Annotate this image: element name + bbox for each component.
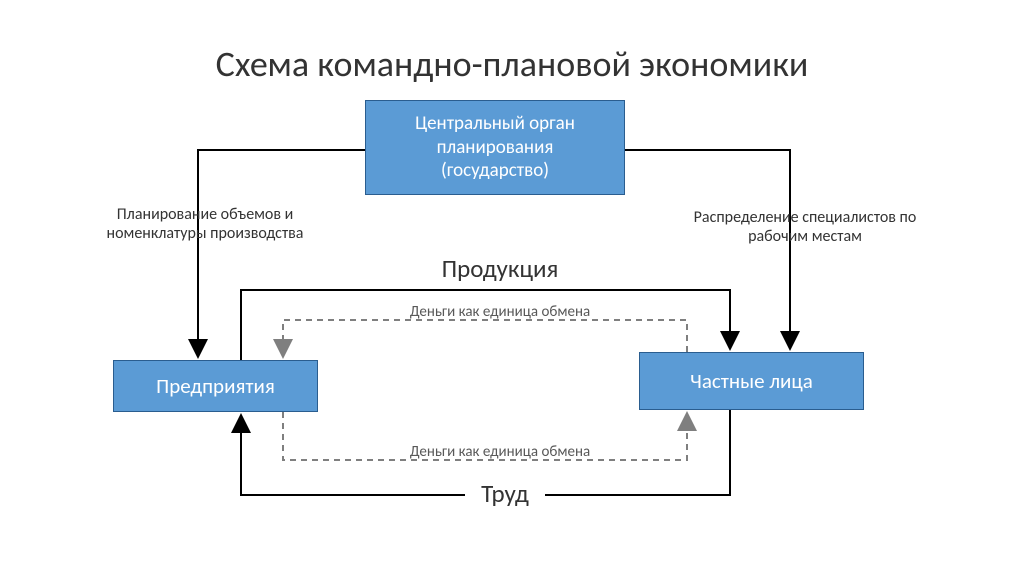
- label-labor: Труд: [465, 478, 545, 509]
- node-individuals: Частные лица: [639, 352, 864, 410]
- diagram-title: Схема командно-плановой экономики: [0, 42, 1024, 86]
- label-money-bottom: Деньги как единица обмена: [370, 443, 630, 461]
- label-planning: Планирование объемов и номенклатуры прои…: [75, 205, 335, 243]
- label-distribution: Распределение специалистов по рабочим ме…: [665, 208, 945, 246]
- node-enterprises-label: Предприятия: [156, 373, 275, 399]
- node-central-planning: Центральный орган планирования (государс…: [365, 100, 625, 195]
- node-individuals-label: Частные лица: [690, 368, 813, 394]
- arrow-central-to-enterprises: [198, 150, 365, 355]
- arrow-central-to-individuals: [625, 150, 790, 347]
- diagram-canvas: Схема командно-плановой экономики Центра…: [0, 0, 1024, 574]
- arrow-money-top: [283, 320, 687, 355]
- label-products: Продукция: [420, 253, 580, 284]
- label-money-top: Деньги как единица обмена: [370, 303, 630, 321]
- node-central-label: Центральный орган планирования (государс…: [415, 112, 575, 183]
- arrow-products: [241, 290, 730, 360]
- node-enterprises: Предприятия: [113, 360, 318, 412]
